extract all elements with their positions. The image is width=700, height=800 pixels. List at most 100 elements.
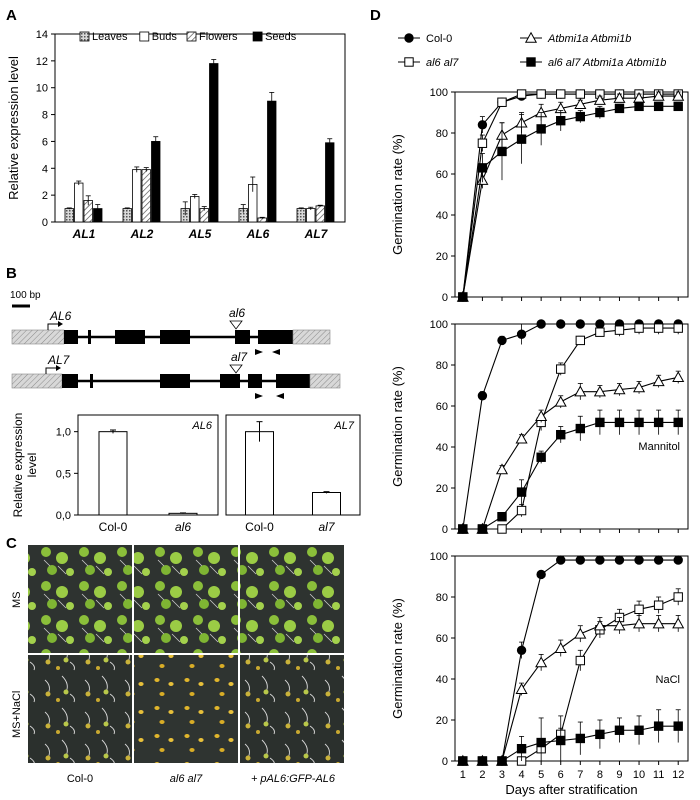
start-arrow-al6	[47, 323, 60, 330]
data-point	[595, 555, 605, 565]
exon-al6-6	[258, 330, 293, 344]
exon-al7-3	[160, 374, 190, 388]
col-label-al6al7: al6 al7	[170, 773, 203, 785]
y-tick-label: 80	[436, 360, 448, 372]
mutant-label-al6: al6	[229, 306, 245, 320]
panel-a-bar-chart: 0 2 4 6 8 10 12 14 Relative expression level AL1 A…	[6, 29, 346, 241]
y-tick-label: 12	[36, 56, 48, 68]
data-point	[535, 656, 548, 668]
data-point	[575, 655, 586, 666]
data-point	[673, 101, 683, 112]
gene-model-al7: AL7 al7	[11, 350, 341, 399]
x-tick-label: 11	[653, 769, 664, 781]
data-point	[458, 292, 468, 302]
data-point	[575, 319, 586, 329]
y-tick-label: 10	[36, 83, 48, 95]
series-al6-al7-atbmi1a-atbmi1b	[458, 101, 683, 302]
data-point	[653, 417, 664, 428]
legend-swatch-leaves	[79, 31, 90, 42]
panel-label-a: A	[6, 7, 17, 24]
gene-label-al7: AL7	[47, 353, 71, 367]
data-point	[556, 735, 566, 746]
data-point	[673, 323, 683, 333]
y-tick-label: 0,5	[56, 468, 71, 480]
category-label: Col-0	[99, 520, 128, 534]
legend-label-buds: Buds	[152, 31, 178, 43]
category-label: AL1	[72, 227, 96, 241]
data-point	[458, 756, 468, 766]
series-al6-al7	[458, 323, 683, 534]
category-label: Col-0	[245, 520, 274, 534]
start-arrowhead-al6	[58, 321, 63, 327]
data-point	[593, 619, 606, 631]
data-point	[593, 93, 606, 105]
x-tick-label: 5	[538, 769, 544, 781]
data-point	[516, 134, 527, 144]
y-tick-label: 40	[436, 210, 448, 222]
bar-seeds	[267, 100, 277, 223]
y-tick-label: 40	[436, 442, 448, 454]
data-point	[574, 98, 587, 109]
data-point	[535, 410, 548, 421]
data-point	[536, 89, 546, 99]
primer-rev-al6	[272, 349, 280, 355]
y-tick-label: 20	[436, 251, 448, 263]
series-col-0	[458, 555, 683, 766]
y-tick-label: 100	[430, 87, 448, 99]
series-line	[462, 93, 679, 298]
bar-leaves	[296, 208, 306, 223]
gene-label-al6: AL6	[49, 309, 72, 323]
legend-label-flowers: Flowers	[199, 31, 238, 43]
data-point	[556, 364, 566, 374]
series-line	[462, 623, 679, 762]
panel-d-legend: Col-0 al6 al7 Atbmi1a Atbmi1b al6 al7 Atbmi…	[398, 31, 666, 69]
data-point	[595, 107, 605, 118]
data-point	[595, 319, 605, 329]
scale-bar-label: 100 bp	[10, 290, 41, 301]
data-point	[634, 101, 644, 112]
series-al6-al7	[458, 89, 683, 302]
bar-flowers	[315, 205, 325, 223]
data-point	[653, 323, 664, 333]
data-point	[614, 325, 625, 335]
row-label-ms: MS	[11, 592, 23, 609]
exon-al7-5	[248, 374, 262, 388]
exon-al6-5	[235, 330, 250, 344]
data-point	[556, 89, 566, 99]
condition-label: Mannitol	[638, 441, 680, 453]
data-point	[634, 555, 644, 565]
series-line	[462, 93, 679, 298]
data-point	[556, 430, 566, 440]
data-point	[497, 97, 507, 107]
series-col-0	[458, 319, 683, 534]
bar-buds	[132, 169, 142, 223]
x-tick-label: 2	[479, 769, 485, 781]
legend-label: al6 al7 Atbmi1a Atbmi1b	[548, 57, 666, 69]
y-tick-label: 6	[42, 136, 48, 148]
series-line	[462, 725, 679, 762]
bar-leaves	[122, 208, 132, 223]
insertion-triangle-al6	[229, 320, 243, 330]
y-tick-label: 60	[436, 401, 448, 413]
y-tick-label: 0,0	[56, 510, 71, 522]
bar-buds	[306, 208, 316, 223]
y-tick-label: 80	[436, 128, 448, 140]
gene-model-al6: AL6 al6	[11, 306, 331, 355]
data-point	[595, 327, 605, 337]
bar	[312, 492, 341, 516]
data-point	[556, 555, 566, 565]
exon-al7-1	[62, 374, 78, 388]
legend-label: Col-0	[426, 33, 452, 45]
data-point	[575, 335, 586, 346]
data-point	[536, 452, 546, 462]
col-label-complemented: + pAL6:GFP-AL6	[251, 773, 336, 785]
bar-leaves	[64, 208, 74, 223]
data-point	[614, 417, 625, 428]
x-tick-label: 1	[460, 769, 466, 781]
y-tick-label: 8	[42, 110, 48, 122]
series-line	[462, 95, 679, 298]
data-point	[614, 103, 625, 114]
data-point	[652, 617, 665, 629]
